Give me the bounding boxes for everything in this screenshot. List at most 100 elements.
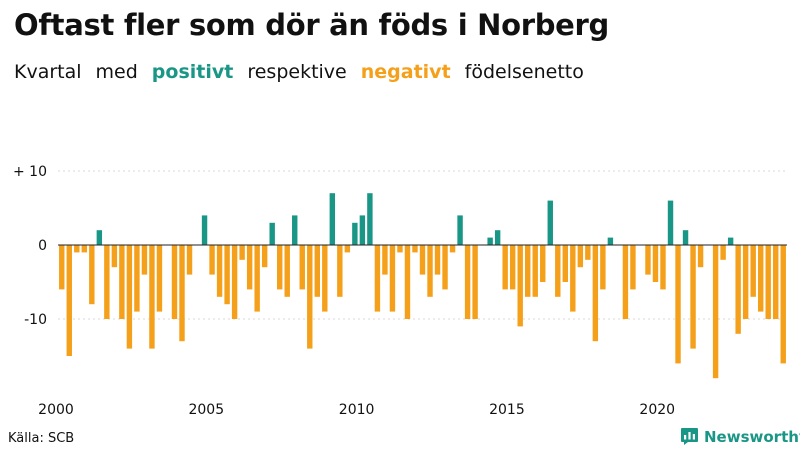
bar-q5: 2001 K1: -8	[89, 245, 95, 305]
bar-q54: 2013 K2: 4	[457, 215, 463, 245]
bar-q64: 2015 K4: -7	[532, 245, 538, 297]
bar-q69: 2017 K1: -9	[570, 245, 576, 312]
bar-q41: 2010 K1: 4	[359, 215, 366, 245]
axis-labels: + 10 0 -10 2000 2005 2010 2015 2020	[13, 164, 787, 418]
x-tick-label: 2020	[639, 402, 675, 418]
bar-q71: 2017 K3: -2	[585, 245, 591, 260]
bar-q59: 2014 K3: 2	[494, 230, 501, 245]
bar-q80: 2019 K4: -5	[652, 245, 659, 282]
bar-q91: 2022 K3: -12	[735, 245, 741, 334]
bar-q79: 2019 K3: -4	[645, 245, 651, 275]
bar-q92: 2022 K4: -10	[742, 245, 749, 319]
bar-q11: 2002 K3: -9	[134, 245, 140, 312]
bar-q33: 2008 K1: -6	[299, 245, 305, 290]
bar-q8: 2001 K4: -3	[111, 245, 118, 268]
bar-q18: 2004 K2: -4	[186, 245, 193, 275]
bar-q6: 2001 K2: 2	[96, 230, 103, 245]
bar-q31: 2007 K3: -7	[284, 245, 290, 297]
bar-q73: 2018 K1: -6	[600, 245, 606, 290]
bar-q26: 2006 K2: -6	[246, 245, 253, 290]
bar-q43: 2010 K3: -9	[374, 245, 381, 312]
bar-q76: 2018 K4: -10	[622, 245, 629, 319]
bar-q34: 2008 K2: -14	[307, 245, 313, 349]
bar-q45: 2011 K1: -9	[389, 245, 396, 312]
bar-q38: 2009 K2: -7	[337, 245, 343, 297]
bar-q94: 2023 K2: -9	[757, 245, 764, 312]
subtitle-word-fodelsenetto: födelsenetto	[464, 61, 584, 83]
bar-q82: 2020 K2: 6	[667, 200, 674, 245]
bar-q23: 2005 K3: -8	[224, 245, 230, 305]
bar-q12: 2002 K4: -4	[141, 245, 148, 275]
bar-q14: 2003 K2: -9	[156, 245, 163, 312]
bar-q13: 2003 K1: -14	[149, 245, 155, 349]
bars: 2000 K1: -62000 K2: -152000 K3: -12000 K…	[59, 193, 786, 379]
bar-q65: 2016 K1: -5	[540, 245, 546, 282]
bar-q22: 2005 K2: -7	[216, 245, 223, 297]
x-tick-label: 2010	[339, 402, 375, 418]
bar-q77: 2019 K1: -6	[630, 245, 636, 290]
bar-q67: 2016 K3: -7	[555, 245, 561, 297]
x-tick-label: 2015	[489, 402, 525, 418]
x-tick-label: 2000	[38, 402, 74, 418]
chart-title: Oftast fler som dör än föds i Norberg	[14, 8, 610, 42]
brand-name: Newsworthy	[704, 427, 800, 446]
newsworthy-logo-icon	[681, 428, 698, 445]
source-label: Källa: SCB	[8, 431, 75, 446]
bar-q39: 2009 K3: -1	[344, 245, 351, 253]
bar-q25: 2006 K1: -2	[239, 245, 245, 260]
bar-q30: 2007 K2: -6	[277, 245, 283, 290]
bar-q53: 2013 K1: -1	[449, 245, 456, 253]
bar-q68: 2016 K4: -5	[562, 245, 568, 282]
subtitle-negative-word: negativt	[360, 61, 451, 83]
y-tick-label: + 10	[13, 164, 47, 180]
bar-q16: 2003 K4: -10	[171, 245, 178, 319]
bar-q35: 2008 K3: -7	[314, 245, 320, 297]
bar-q89: 2022 K1: -2	[720, 245, 726, 260]
bar-q49: 2012 K1: -4	[419, 245, 426, 275]
bar-q3: 2000 K3: -1	[74, 245, 80, 253]
subtitle-word-kvartal: Kvartal	[14, 61, 82, 83]
bar-q88: 2021 K4: -18	[712, 245, 719, 379]
bar-q37: 2009 K1: 7	[329, 193, 336, 245]
bar-q86: 2021 K2: -3	[697, 245, 704, 268]
bar-q60: 2014 K4: -6	[502, 245, 508, 290]
bar-q7: 2001 K3: -10	[104, 245, 110, 319]
bar-q24: 2005 K4: -10	[231, 245, 238, 319]
bar-q58: 2014 K2: 1	[487, 237, 493, 245]
chart-subtitle: Kvartal med positivt respektive negativt föde…	[14, 61, 598, 83]
bar-q95: 2023 K3: -10	[765, 245, 771, 319]
bar-q55: 2013 K3: -10	[464, 245, 471, 319]
bar-q17: 2004 K1: -13	[179, 245, 185, 342]
bar-q72: 2017 K4: -13	[592, 245, 599, 342]
bar-q51: 2012 K3: -4	[434, 245, 441, 275]
subtitle-word-respektive: respektive	[247, 61, 347, 83]
bar-q50: 2012 K2: -7	[427, 245, 433, 297]
bar-q52: 2012 K4: -6	[442, 245, 448, 290]
bar-q85: 2021 K1: -14	[690, 245, 696, 349]
x-tick-label: 2005	[188, 402, 224, 418]
bar-q97: 2024 K1: -16	[780, 245, 786, 364]
brand-logo[interactable]: Newsworthy	[680, 427, 800, 446]
bar-q44: 2010 K4: -4	[382, 245, 388, 275]
bar-q66: 2016 K2: 6	[547, 200, 553, 245]
bar-q62: 2015 K2: -11	[517, 245, 523, 327]
bar-q81: 2020 K1: -6	[660, 245, 666, 290]
bar-q27: 2006 K3: -9	[254, 245, 260, 312]
bar-q21: 2005 K1: -4	[209, 245, 215, 275]
bar-q84: 2020 K4: 2	[682, 230, 689, 245]
bar-q1: 2000 K1: -6	[59, 245, 65, 290]
bar-q90: 2022 K2: 1	[727, 237, 734, 245]
y-tick-label: 0	[38, 238, 47, 254]
bar-q83: 2020 K3: -16	[675, 245, 681, 364]
bar-q20: 2004 K4: 4	[201, 215, 208, 245]
bar-q42: 2010 K2: 7	[367, 193, 373, 245]
bar-q4: 2000 K4: -1	[81, 245, 88, 253]
bar-q10: 2002 K2: -14	[126, 245, 133, 349]
bar-q96: 2023 K4: -10	[773, 245, 779, 319]
bar-q63: 2015 K3: -7	[525, 245, 531, 297]
bar-q70: 2017 K2: -3	[577, 245, 584, 268]
bar-q28: 2006 K4: -3	[261, 245, 268, 268]
y-tick-label: -10	[24, 312, 47, 328]
bar-q48: 2011 K4: -1	[412, 245, 418, 253]
